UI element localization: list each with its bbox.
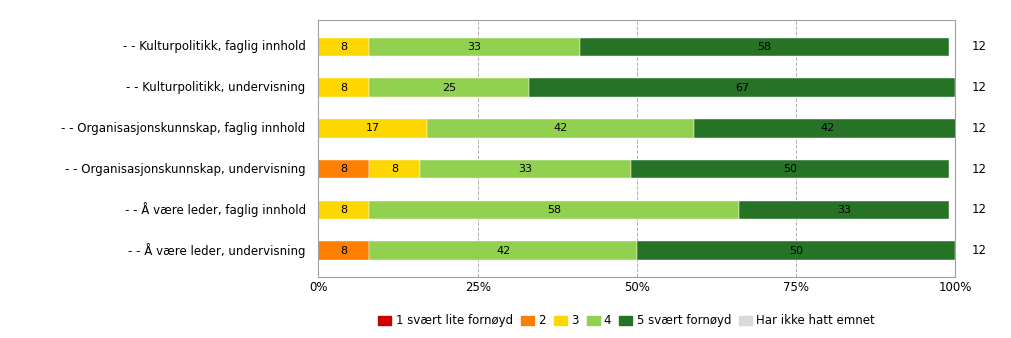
Text: 12: 12 xyxy=(972,122,987,135)
Bar xyxy=(369,201,739,219)
Text: 8: 8 xyxy=(341,246,348,256)
Bar xyxy=(318,241,369,260)
Text: 12: 12 xyxy=(972,203,987,216)
Text: 33: 33 xyxy=(519,164,533,174)
Text: 12: 12 xyxy=(972,163,987,176)
Bar xyxy=(739,201,949,219)
Text: 25: 25 xyxy=(442,82,456,93)
Text: - - Organisasjonskunnskap, undervisning: - - Organisasjonskunnskap, undervisning xyxy=(65,163,305,176)
Text: 8: 8 xyxy=(391,164,398,174)
Bar xyxy=(369,38,579,56)
Text: 58: 58 xyxy=(757,42,771,52)
Bar xyxy=(318,38,369,56)
Text: 42: 42 xyxy=(821,123,835,133)
Text: 67: 67 xyxy=(735,82,749,93)
Text: 8: 8 xyxy=(341,164,348,174)
Bar xyxy=(369,160,421,178)
Text: 12: 12 xyxy=(972,244,987,257)
Bar xyxy=(579,38,949,56)
Bar xyxy=(695,119,961,138)
Legend: 1 svært lite fornøyd, 2, 3, 4, 5 svært fornøyd, Har ikke hatt emnet: 1 svært lite fornøyd, 2, 3, 4, 5 svært f… xyxy=(374,310,880,332)
Bar xyxy=(318,78,369,97)
Bar xyxy=(318,201,369,219)
Text: 58: 58 xyxy=(547,205,561,215)
Bar xyxy=(529,78,955,97)
Text: - - Kulturpolitikk, faglig innhold: - - Kulturpolitikk, faglig innhold xyxy=(123,40,305,53)
Text: - - Kulturpolitikk, undervisning: - - Kulturpolitikk, undervisning xyxy=(126,81,305,94)
Bar xyxy=(631,160,949,178)
Bar xyxy=(637,241,955,260)
Text: 50: 50 xyxy=(790,246,803,256)
Text: 33: 33 xyxy=(837,205,851,215)
Bar xyxy=(369,78,529,97)
Text: 12: 12 xyxy=(972,40,987,53)
Bar xyxy=(318,119,427,138)
Bar xyxy=(427,119,695,138)
Text: - - Å være leder, faglig innhold: - - Å være leder, faglig innhold xyxy=(124,202,305,217)
Text: 12: 12 xyxy=(972,81,987,94)
Bar xyxy=(421,160,631,178)
Text: 50: 50 xyxy=(783,164,797,174)
Text: 42: 42 xyxy=(496,246,511,256)
Text: 8: 8 xyxy=(341,205,348,215)
Bar xyxy=(318,160,369,178)
Text: 8: 8 xyxy=(341,42,348,52)
Text: - - Organisasjonskunnskap, faglig innhold: - - Organisasjonskunnskap, faglig innhol… xyxy=(62,122,305,135)
Text: 17: 17 xyxy=(366,123,380,133)
Text: 33: 33 xyxy=(467,42,481,52)
Text: - - Å være leder, undervisning: - - Å være leder, undervisning xyxy=(128,243,305,258)
Text: 42: 42 xyxy=(553,123,567,133)
Bar xyxy=(369,241,637,260)
Text: 8: 8 xyxy=(341,82,348,93)
